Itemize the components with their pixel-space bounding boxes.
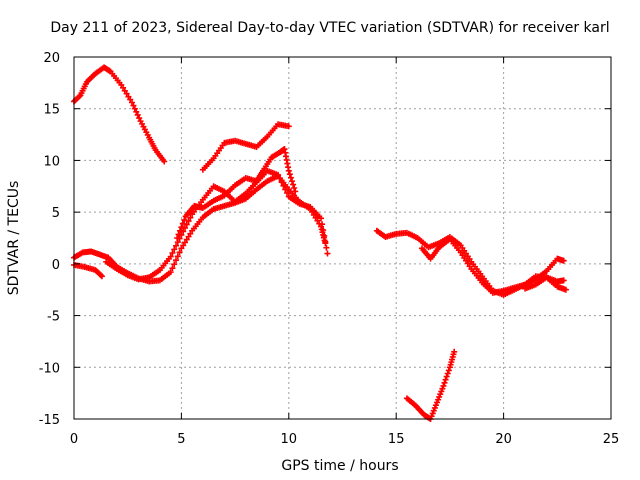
x-tick-label: 10 [281,432,298,447]
data-point [183,221,190,228]
data-point [282,186,289,193]
series-track-10 [403,348,458,422]
data-point [285,123,292,130]
data-point [175,231,182,238]
data-point [289,178,296,185]
grid [74,57,611,419]
y-tick-label: 5 [52,206,60,221]
data-point [161,158,168,165]
data-point [276,175,283,182]
data-point [319,221,326,228]
data-point [284,190,291,197]
data-point [131,105,138,112]
data-point [167,269,174,276]
data-point [323,244,330,251]
data-point [174,253,181,260]
data-point [560,257,567,264]
data-point [287,174,294,181]
data-point [171,261,178,268]
data-point [133,108,140,115]
chart-title: Day 211 of 2023, Sidereal Day-to-day VTE… [50,20,609,36]
data-point [187,214,194,221]
tick-labels: 0 5 10 15 20 25 -15 -10 -5 0 5 10 15 20 [39,51,620,447]
y-tick-label: -15 [39,413,60,428]
data-point [442,376,449,383]
data-point [176,249,183,256]
data-point [445,367,452,374]
data-series [71,64,569,422]
y-tick-label: 0 [52,258,60,273]
data-point [318,215,325,222]
data-point [169,265,176,272]
series-track-1 [71,64,168,165]
x-tick-label: 5 [177,432,185,447]
data-point [321,232,328,239]
data-point [181,225,188,232]
data-point [444,370,451,377]
plot-frame [73,56,612,420]
data-point [176,227,183,234]
data-point [173,242,180,249]
data-point [98,273,105,280]
data-point [440,382,447,389]
series-track-6 [199,121,292,173]
data-point [76,93,83,100]
data-point [285,167,292,174]
data-point [441,379,448,386]
tick-marks [73,56,612,420]
series-track-8 [418,236,567,296]
data-point [179,220,186,227]
data-point [275,171,282,178]
data-point [451,348,458,355]
x-tick-label: 15 [388,432,405,447]
y-tick-label: 20 [43,51,60,66]
data-point [128,99,135,106]
series-track-9 [522,274,569,293]
data-point [291,185,298,192]
data-point [178,224,185,231]
x-tick-label: 0 [70,432,78,447]
y-tick-label: 15 [43,103,60,118]
data-point [134,111,141,118]
data-point [174,235,181,241]
data-point [278,179,285,186]
data-point [562,286,569,293]
y-axis-label: SDTVAR / TECUs [6,181,22,296]
data-point [290,181,297,188]
data-point [173,257,180,264]
data-point [443,373,450,380]
y-tick-label: 10 [43,154,60,169]
data-point [130,102,137,109]
data-point [320,227,327,234]
data-point [560,277,567,284]
x-axis-label: GPS time / hours [281,458,398,474]
data-point [171,246,178,253]
series-track-4 [103,167,331,283]
series-track-5 [174,146,299,241]
data-point [167,253,174,260]
data-point [181,216,188,223]
data-point [286,171,293,178]
data-point [324,250,331,257]
x-tick-label: 25 [603,432,620,447]
y-tick-label: -5 [47,310,60,325]
data-point [280,182,287,189]
data-point [292,188,299,195]
data-point [322,238,329,245]
series-track-2 [71,172,329,285]
data-point [136,115,143,122]
series-track-3 [71,261,105,280]
y-tick-label: -10 [39,361,60,376]
data-point [97,272,104,279]
data-point [169,249,176,256]
x-tick-label: 20 [495,432,512,447]
data-point [185,218,192,225]
